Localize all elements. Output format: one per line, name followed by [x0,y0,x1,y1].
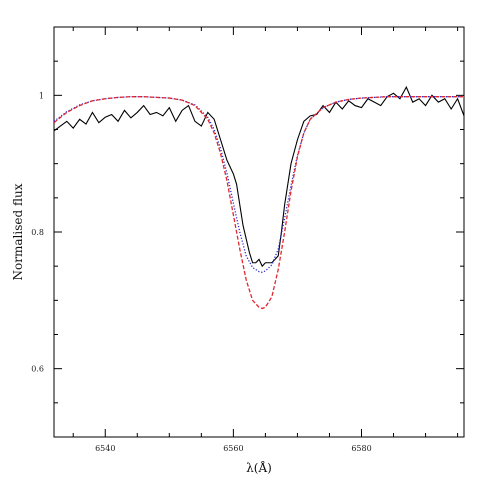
x-tick-label: 6580 [351,444,371,453]
series-model-dotted-line [54,96,464,273]
series-model-dashed-line [54,96,464,310]
y-tick-label: 0.8 [31,228,44,237]
y-axis-label: Normalised flux [11,183,25,280]
x-tick-label: 6540 [95,444,115,453]
x-axis-label: λ(Å) [246,460,272,475]
series-layer [54,85,464,310]
y-tick-label: 0.6 [31,365,44,374]
plot-frame [53,26,465,438]
series-observed-line [54,85,464,268]
axis-ticks: 6540 6560 6580 0.6 0.8 1 [31,26,464,453]
x-tick-label: 6560 [223,444,243,453]
y-tick-label: 1 [39,91,44,100]
